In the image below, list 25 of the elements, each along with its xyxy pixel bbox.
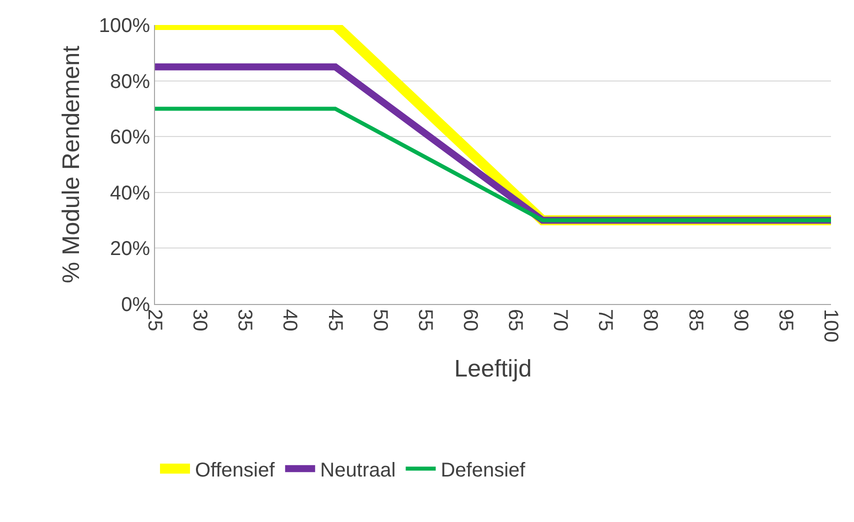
x-tick-label: 70 xyxy=(549,309,572,332)
y-tick-label: 100% xyxy=(98,15,150,37)
x-tick-label: 95 xyxy=(774,309,796,332)
x-tick-label: 40 xyxy=(278,309,301,332)
x-tick-label: 65 xyxy=(504,309,526,332)
x-tick-label: 50 xyxy=(368,309,391,332)
x-tick-label: 30 xyxy=(188,309,211,332)
x-tick-label: 90 xyxy=(729,309,752,332)
y-tick-label: 80% xyxy=(110,70,150,93)
legend-label: Defensief xyxy=(440,459,526,482)
x-axis-title: Leeftijd xyxy=(454,356,532,383)
x-tick-label: 45 xyxy=(324,309,346,332)
y-tick-label: 40% xyxy=(110,182,150,204)
y-tick-label: 20% xyxy=(110,238,150,260)
x-tick-label: 60 xyxy=(458,309,481,332)
x-tick-label: 100 xyxy=(820,309,842,342)
y-axis-title: % Module Rendement xyxy=(58,45,85,284)
legend-label: Neutraal xyxy=(320,459,396,482)
x-tick-label: 85 xyxy=(684,309,706,332)
x-tick-label: 80 xyxy=(639,309,662,332)
x-tick-label: 75 xyxy=(594,309,616,332)
legend-label: Offensief xyxy=(195,459,276,482)
x-tick-label: 35 xyxy=(234,309,256,332)
y-tick-label: 60% xyxy=(110,126,150,149)
x-tick-label: 55 xyxy=(414,309,436,332)
